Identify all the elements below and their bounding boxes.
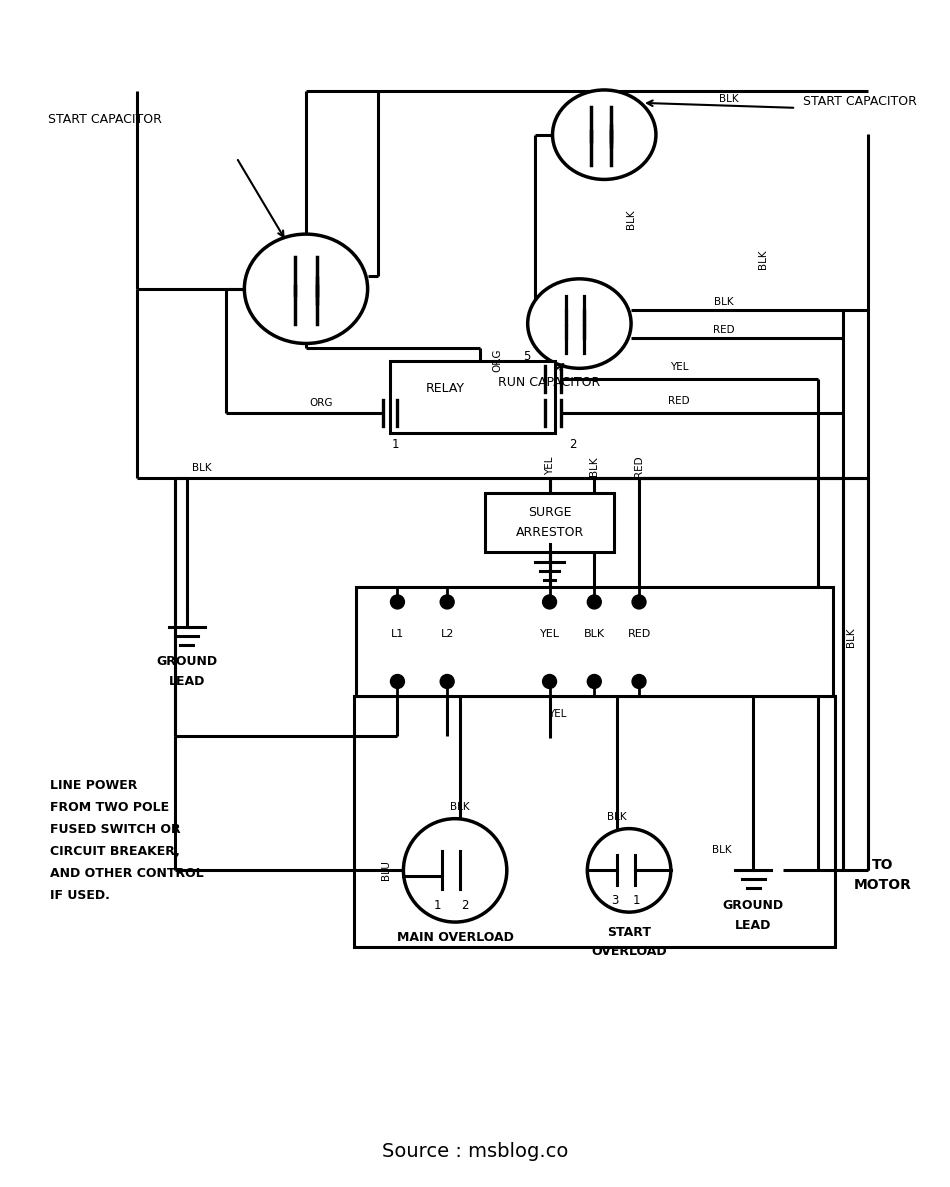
Bar bbox=[355, 588, 833, 697]
Circle shape bbox=[632, 674, 646, 688]
Circle shape bbox=[587, 829, 671, 912]
Text: MAIN OVERLOAD: MAIN OVERLOAD bbox=[397, 932, 514, 945]
Text: BLK: BLK bbox=[607, 812, 627, 821]
Text: BLK: BLK bbox=[589, 456, 599, 476]
Circle shape bbox=[440, 674, 454, 688]
Text: BLK: BLK bbox=[758, 249, 769, 268]
Text: YEL: YEL bbox=[670, 362, 688, 373]
Text: RELAY: RELAY bbox=[426, 382, 465, 395]
Text: RED: RED bbox=[712, 324, 734, 335]
Circle shape bbox=[542, 595, 557, 609]
Text: 1: 1 bbox=[391, 438, 399, 451]
Text: SURGE: SURGE bbox=[528, 506, 571, 519]
Text: BLU: BLU bbox=[382, 861, 391, 881]
Ellipse shape bbox=[244, 234, 368, 343]
Text: TO: TO bbox=[872, 858, 893, 872]
Text: BLK: BLK bbox=[583, 629, 605, 639]
Circle shape bbox=[542, 674, 557, 688]
Text: ORG: ORG bbox=[309, 398, 332, 408]
Circle shape bbox=[632, 595, 646, 609]
Text: 2: 2 bbox=[462, 899, 468, 912]
Text: BLK: BLK bbox=[712, 845, 732, 856]
Text: 1: 1 bbox=[633, 894, 639, 907]
Text: FROM TWO POLE: FROM TWO POLE bbox=[50, 801, 170, 814]
Text: BLK: BLK bbox=[846, 627, 856, 647]
Circle shape bbox=[390, 595, 405, 609]
Text: START: START bbox=[607, 926, 651, 939]
Text: YEL: YEL bbox=[540, 629, 560, 639]
Text: GROUND: GROUND bbox=[156, 655, 218, 668]
Text: YEL: YEL bbox=[548, 710, 567, 719]
Text: 3: 3 bbox=[612, 894, 618, 907]
Text: MOTOR: MOTOR bbox=[854, 878, 912, 893]
Text: BLK: BLK bbox=[719, 94, 738, 104]
Text: ORG: ORG bbox=[492, 349, 502, 372]
Text: BLK: BLK bbox=[450, 801, 470, 812]
Ellipse shape bbox=[553, 90, 656, 179]
Text: CIRCUIT BREAKER,: CIRCUIT BREAKER, bbox=[50, 845, 180, 858]
Text: OVERLOAD: OVERLOAD bbox=[591, 945, 667, 958]
Text: ARRESTOR: ARRESTOR bbox=[516, 526, 583, 539]
Text: LEAD: LEAD bbox=[168, 675, 205, 688]
Bar bbox=[353, 697, 835, 947]
Ellipse shape bbox=[527, 279, 631, 368]
Text: 2: 2 bbox=[569, 438, 577, 451]
Text: START CAPACITOR: START CAPACITOR bbox=[803, 95, 917, 108]
Text: L2: L2 bbox=[441, 629, 454, 639]
Circle shape bbox=[587, 674, 601, 688]
Text: YEL: YEL bbox=[544, 457, 555, 475]
Text: AND OTHER CONTROL: AND OTHER CONTROL bbox=[50, 867, 204, 880]
Text: FUSED SWITCH OR: FUSED SWITCH OR bbox=[50, 823, 181, 836]
Circle shape bbox=[440, 595, 454, 609]
Text: RED: RED bbox=[668, 396, 690, 406]
Text: BLK: BLK bbox=[626, 209, 637, 229]
Text: LEAD: LEAD bbox=[735, 919, 771, 932]
Text: GROUND: GROUND bbox=[723, 899, 784, 912]
Text: BLK: BLK bbox=[713, 297, 733, 306]
Text: 1: 1 bbox=[433, 899, 441, 912]
Text: LINE POWER: LINE POWER bbox=[50, 780, 138, 793]
Circle shape bbox=[404, 819, 506, 922]
Circle shape bbox=[390, 674, 405, 688]
Text: RUN CAPACITOR: RUN CAPACITOR bbox=[499, 376, 600, 389]
Text: RED: RED bbox=[634, 455, 644, 476]
Text: 5: 5 bbox=[523, 350, 530, 363]
Text: IF USED.: IF USED. bbox=[50, 889, 110, 902]
Text: Source : msblog.co: Source : msblog.co bbox=[382, 1142, 568, 1161]
Circle shape bbox=[587, 595, 601, 609]
Bar bbox=[390, 361, 555, 433]
Text: L1: L1 bbox=[390, 629, 404, 639]
Text: START CAPACITOR: START CAPACITOR bbox=[48, 113, 162, 126]
Text: BLK: BLK bbox=[192, 463, 212, 472]
Bar bbox=[484, 493, 615, 552]
Text: RED: RED bbox=[627, 629, 651, 639]
